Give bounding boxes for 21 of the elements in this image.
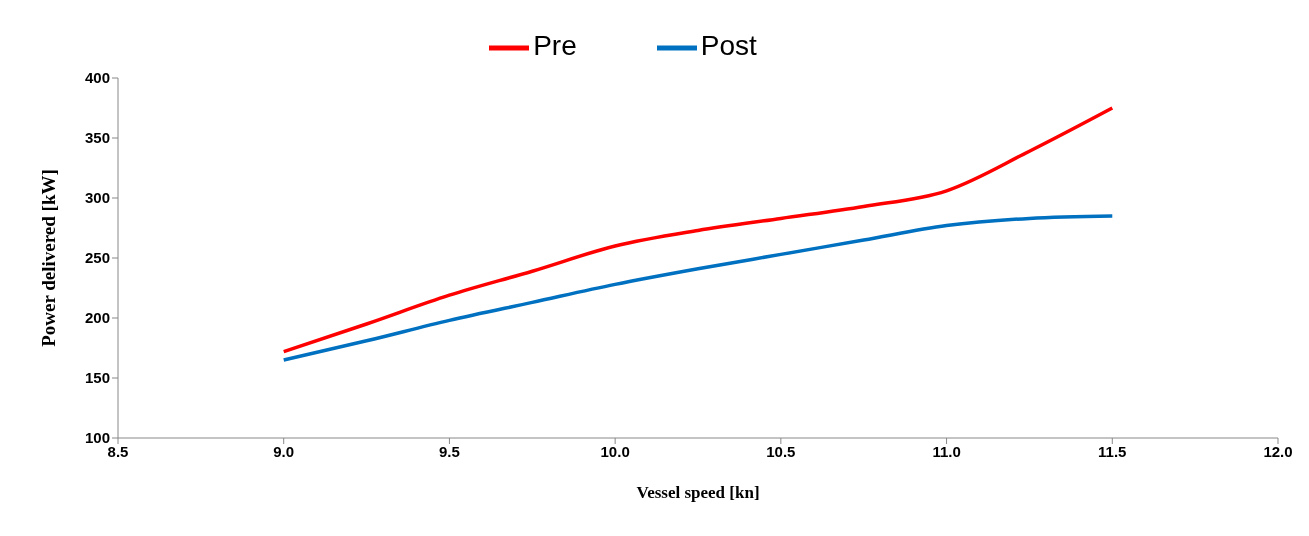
legend-label: Post: [700, 30, 757, 62]
y-tick-label: 350: [84, 129, 110, 147]
x-tick-label: 10.5: [766, 442, 796, 460]
line-series: [281, 106, 1115, 354]
x-tick-label: 11.0: [932, 442, 961, 460]
x-tick-label: 11.5: [1098, 442, 1127, 460]
y-axis-title: Power delivered [kW]: [37, 169, 59, 347]
legend-label: Pre: [533, 30, 577, 62]
x-tick-label: 12.0: [1263, 442, 1293, 460]
line-series: [281, 214, 1115, 362]
y-tick-label: 300: [84, 189, 110, 207]
x-tick-label: 10.0: [600, 442, 630, 460]
x-tick-label: 8.5: [107, 442, 129, 460]
y-tick-label: 250: [84, 249, 110, 267]
x-tick-label: 9.5: [439, 442, 460, 460]
y-tick-label: 150: [84, 369, 110, 387]
y-tick-label: 100: [84, 429, 110, 447]
y-tick-label: 200: [84, 309, 110, 327]
x-tick-label: 9.0: [273, 442, 295, 460]
y-tick-label: 400: [84, 69, 110, 87]
x-axis-title: Vessel speed [kn]: [636, 483, 760, 502]
